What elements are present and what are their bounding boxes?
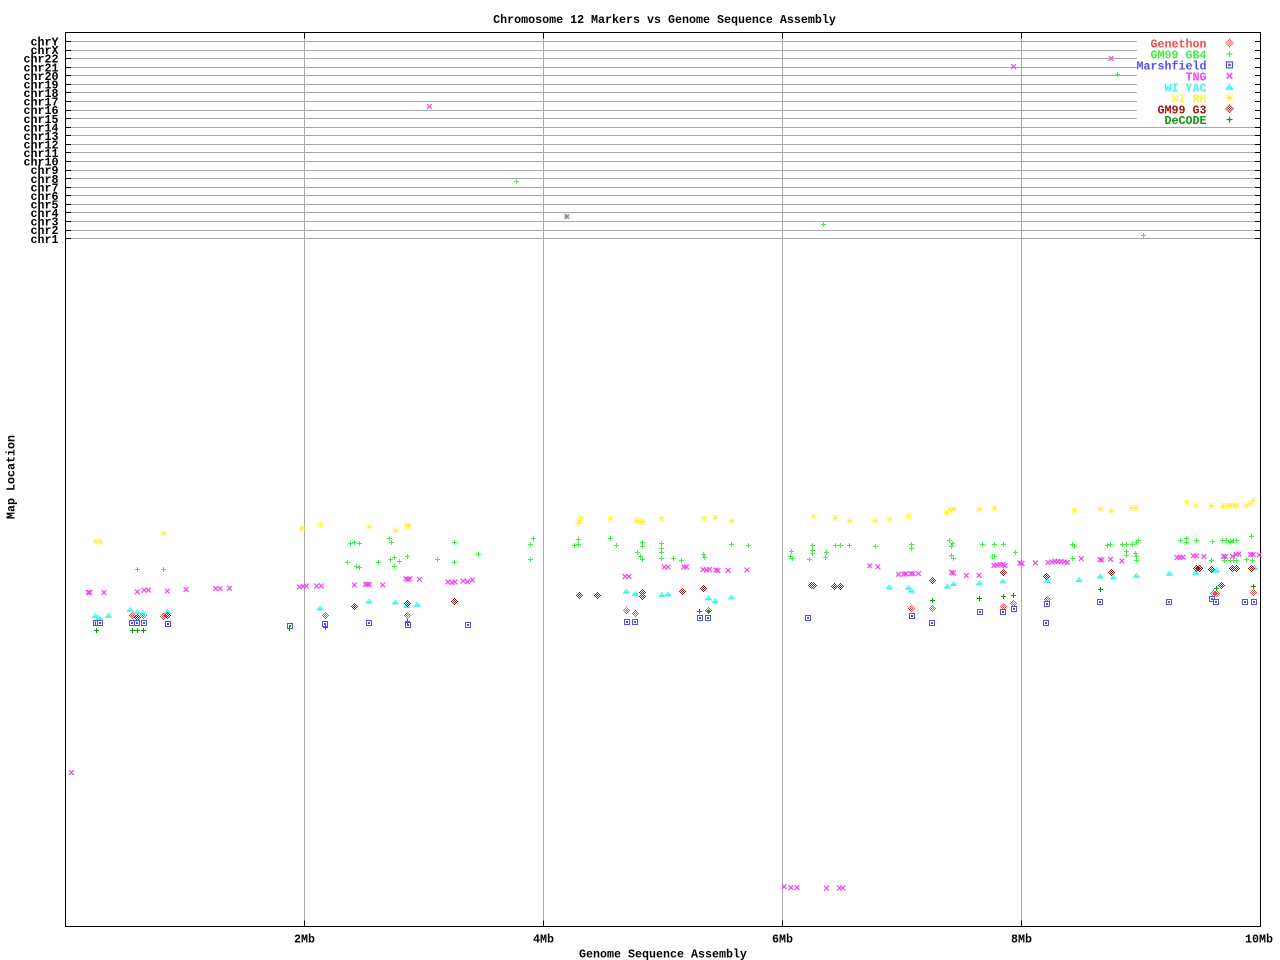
svg-text:chrY: chrY [31, 36, 59, 50]
svg-text:chr21: chr21 [24, 61, 59, 75]
svg-text:chr8: chr8 [31, 173, 59, 187]
svg-text:chr15: chr15 [24, 113, 59, 127]
svg-text:6Mb: 6Mb [772, 933, 793, 947]
svg-text:chr19: chr19 [24, 79, 59, 93]
svg-text:chr14: chr14 [24, 121, 59, 135]
svg-text:chr20: chr20 [24, 70, 59, 84]
svg-text:chr2: chr2 [31, 224, 59, 238]
svg-text:chr4: chr4 [31, 207, 59, 221]
svg-text:10Mb: 10Mb [1245, 933, 1273, 947]
svg-text:DeCODE: DeCODE [1165, 114, 1207, 128]
svg-text:chr11: chr11 [24, 147, 59, 161]
svg-text:WI RH: WI RH [1172, 92, 1207, 106]
svg-text:chr10: chr10 [24, 156, 59, 170]
svg-text:GM99 GB4: GM99 GB4 [1151, 49, 1207, 63]
svg-text:chr9: chr9 [31, 164, 59, 178]
svg-text:chrX: chrX [31, 44, 59, 58]
svg-text:Chromosome 12 Markers vs Genom: Chromosome 12 Markers vs Genome Sequence… [493, 13, 836, 27]
svg-text:chr22: chr22 [24, 53, 59, 67]
svg-text:chr12: chr12 [24, 139, 59, 153]
svg-text:Genethon: Genethon [1151, 38, 1207, 52]
svg-text:chr3: chr3 [31, 216, 59, 230]
svg-text:TNG: TNG [1186, 70, 1207, 84]
svg-text:4Mb: 4Mb [533, 933, 554, 947]
svg-text:chr6: chr6 [31, 190, 59, 204]
svg-text:chr5: chr5 [31, 199, 59, 213]
svg-text:8Mb: 8Mb [1011, 933, 1032, 947]
svg-text:2Mb: 2Mb [294, 933, 315, 947]
svg-text:GM99 G3: GM99 G3 [1158, 103, 1207, 117]
svg-text:WI YAC: WI YAC [1165, 81, 1207, 95]
svg-text:chr1: chr1 [31, 233, 59, 247]
svg-text:chr7: chr7 [31, 181, 59, 195]
svg-text:Marshfield: Marshfield [1137, 60, 1207, 74]
svg-text:chr16: chr16 [24, 104, 59, 118]
svg-text:chr17: chr17 [24, 96, 59, 110]
svg-text:Map Location: Map Location [5, 435, 19, 519]
svg-text:Genome Sequence Assembly: Genome Sequence Assembly [579, 948, 747, 960]
svg-text:chr13: chr13 [24, 130, 59, 144]
svg-text:chr18: chr18 [24, 87, 59, 101]
